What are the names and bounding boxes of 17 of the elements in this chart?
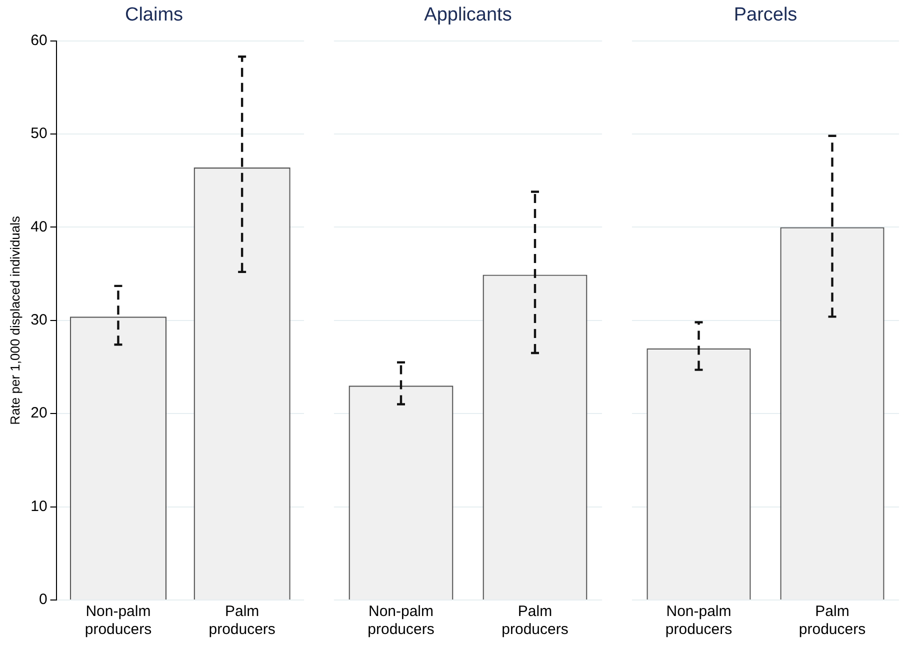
chart-title: Parcels <box>734 4 798 26</box>
x-tick-label: Palm producers <box>798 603 866 638</box>
x-tick-label: Non-palm producers <box>368 603 434 638</box>
y-tick-label: 20 <box>30 404 48 422</box>
x-tick-label: Palm producers <box>208 603 276 638</box>
y-tick-label: 60 <box>30 32 48 49</box>
y-axis-title: Rate per 1,000 displaced individuals <box>7 215 22 425</box>
y-tick-label: 50 <box>30 125 48 142</box>
y-tick-label: 30 <box>30 312 48 329</box>
y-tick-label: 40 <box>30 218 48 236</box>
x-tick-label: Palm producers <box>502 603 568 638</box>
chart-title: Claims <box>124 4 184 26</box>
chart-title: Applicants <box>424 4 512 26</box>
x-tick-label: Non-palm producers <box>665 603 732 638</box>
x-tick-label: Non-palm producers <box>84 603 152 638</box>
y-tick-label: 10 <box>30 498 48 515</box>
y-tick-label: 0 <box>38 591 48 608</box>
